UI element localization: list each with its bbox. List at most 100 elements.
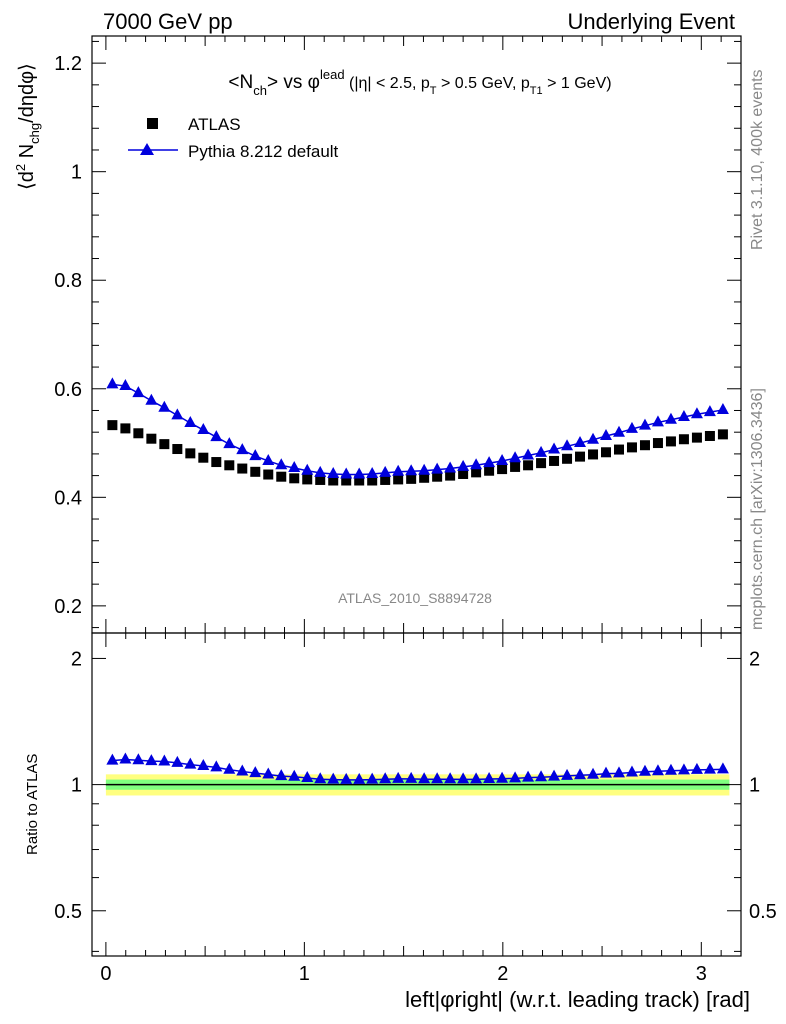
ratio-y-tick-label-left: 0.5 [54, 901, 82, 923]
data-point-atlas [432, 471, 443, 482]
data-point-pythia [314, 465, 327, 477]
data-point-atlas [341, 475, 352, 486]
data-point-pythia [405, 464, 418, 476]
data-point-atlas [406, 473, 417, 484]
ratio-point-pythia [561, 768, 574, 780]
ratio-point-pythia [340, 772, 353, 784]
data-point-pythia [327, 466, 340, 478]
data-point-atlas [211, 457, 222, 468]
legend-marker-pythia [140, 143, 154, 155]
ratio-point-pythia [470, 772, 483, 784]
data-point-atlas [458, 468, 469, 479]
ratio-point-pythia [444, 772, 457, 784]
data-point-pythia [431, 462, 444, 474]
legend: ATLAS Pythia 8.212 default [128, 115, 339, 161]
ratio-panel: 0.5 0.5 1 1 2 2 0 1 2 3 [54, 632, 777, 985]
x-axis-label: left|φright| (w.r.t. leading track) [rad… [405, 987, 750, 1012]
ratio-point-pythia [132, 753, 145, 765]
data-point-atlas [717, 429, 728, 440]
data-point-atlas [678, 434, 689, 445]
data-point-pythia [548, 442, 561, 454]
data-point-atlas [665, 436, 676, 447]
ratio-point-pythia [587, 767, 600, 779]
data-point-atlas [133, 428, 144, 439]
data-point-pythia [651, 415, 664, 427]
ratio-point-pythia [716, 762, 729, 774]
ratio-point-pythia [535, 770, 548, 782]
data-point-pythia [132, 386, 145, 398]
plot-title: <Nch> vs φlead (|η| < 2.5, pT > 0.5 GeV,… [228, 67, 611, 98]
data-point-atlas [315, 474, 326, 485]
ratio-point-pythia [327, 772, 340, 784]
ratio-y-tick-label-right: 0.5 [749, 901, 777, 923]
data-point-atlas [536, 458, 547, 469]
data-point-pythia [690, 407, 703, 419]
data-point-pythia [703, 405, 716, 417]
ratio-point-pythia [431, 772, 444, 784]
legend-entry-pythia: Pythia 8.212 default [188, 142, 339, 161]
data-point-atlas [562, 453, 573, 464]
legend-marker-atlas [147, 118, 158, 129]
ratio-point-pythia [638, 764, 651, 776]
ratio-point-pythia [262, 767, 275, 779]
mcplots-label: mcplots.cern.ch [arXiv:1306.3436] [749, 388, 766, 630]
y-tick-label: 0.4 [54, 487, 82, 509]
ratio-point-pythia [106, 753, 119, 765]
data-point-pythia [340, 467, 353, 479]
data-point-pythia [574, 436, 587, 448]
ratio-point-pythia [197, 758, 210, 770]
data-point-atlas [601, 447, 612, 458]
data-point-atlas [354, 475, 365, 486]
data-point-pythia [262, 453, 275, 465]
data-point-pythia [288, 461, 301, 473]
data-point-atlas [626, 442, 637, 453]
data-point-atlas [510, 461, 521, 472]
data-point-pythia [119, 379, 132, 391]
data-point-pythia [301, 463, 314, 475]
data-point-atlas [172, 444, 183, 455]
ratio-point-pythia [483, 772, 496, 784]
data-point-atlas [445, 470, 456, 481]
data-point-atlas [367, 475, 378, 486]
ratio-point-pythia [210, 760, 223, 772]
ratio-point-pythia [548, 769, 561, 781]
ratio-point-pythia [418, 772, 431, 784]
data-point-atlas [575, 451, 586, 462]
header-right: Underlying Event [567, 9, 735, 34]
y-tick-label: 0.6 [54, 379, 82, 401]
ratio-point-pythia [522, 770, 535, 782]
data-point-atlas [120, 423, 131, 434]
data-point-pythia [236, 443, 249, 455]
ratio-point-pythia [612, 766, 625, 778]
data-point-atlas [691, 432, 702, 443]
x-tick-label: 3 [696, 963, 707, 985]
data-point-pythia [353, 467, 366, 479]
data-point-atlas [198, 452, 209, 463]
data-point-pythia [106, 377, 119, 389]
data-point-pythia [612, 425, 625, 437]
ratio-point-pythia [301, 770, 314, 782]
data-point-pythia [483, 456, 496, 468]
ratio-point-pythia [600, 766, 613, 778]
ratio-point-pythia [184, 757, 197, 769]
ratio-point-pythia [314, 772, 327, 784]
data-point-pythia [535, 445, 548, 457]
data-point-atlas [107, 420, 118, 431]
data-point-atlas [523, 460, 534, 471]
data-point-pythia [677, 409, 690, 421]
data-point-atlas [497, 464, 508, 475]
ratio-y-tick-label-left: 2 [71, 648, 82, 670]
ratio-point-pythia [625, 765, 638, 777]
data-point-pythia [561, 439, 574, 451]
ratio-point-pythia [275, 769, 288, 781]
data-point-atlas [224, 460, 235, 471]
ratio-point-pythia [651, 764, 664, 776]
ratio-y-tick-label-right: 1 [749, 775, 760, 797]
ratio-point-pythia [145, 754, 158, 766]
x-tick-label: 2 [497, 963, 508, 985]
data-point-pythia [470, 458, 483, 470]
data-point-atlas [302, 474, 313, 485]
data-point-atlas [613, 444, 624, 455]
data-point-pythia [171, 408, 184, 420]
